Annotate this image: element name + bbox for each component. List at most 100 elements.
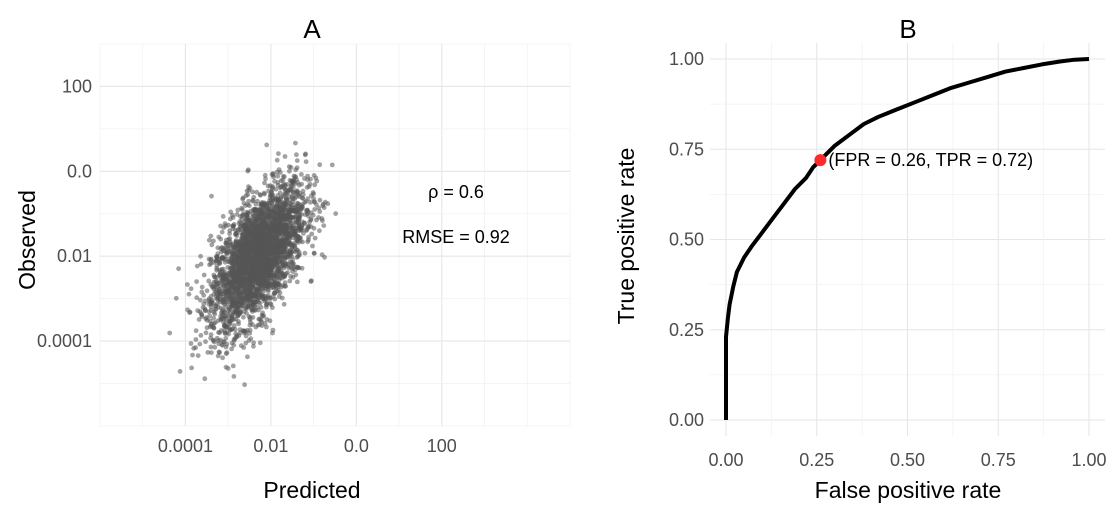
scatter-point: [282, 231, 288, 237]
scatter-point: [198, 311, 204, 316]
panel-a-x-tick-label: 0.01: [253, 436, 288, 456]
scatter-point: [220, 255, 226, 261]
scatter-point: [305, 196, 311, 202]
scatter-point: [289, 220, 295, 226]
scatter-point: [299, 223, 305, 229]
panel-a-x-tick-labels: 0.0001 0.01 0.0 100: [158, 436, 457, 456]
scatter-point: [248, 271, 254, 277]
scatter-point: [237, 247, 242, 253]
scatter-point: [257, 192, 263, 197]
scatter-point: [236, 239, 242, 245]
scatter-point: [235, 313, 241, 319]
scatter-point: [215, 297, 221, 303]
scatter-point: [247, 327, 253, 333]
scatter-point: [283, 255, 289, 261]
scatter-point: [269, 237, 274, 243]
scatter-point: [263, 231, 269, 237]
scatter-point: [292, 245, 298, 251]
scatter-point: [276, 214, 281, 220]
scatter-point: [234, 231, 239, 236]
scatter-point: [303, 159, 309, 165]
scatter-point: [290, 257, 296, 262]
scatter-point: [203, 330, 209, 336]
scatter-point: [270, 202, 275, 208]
scatter-point: [229, 272, 235, 277]
panel-b-y-tick-label: 1.00: [669, 49, 704, 69]
panel-b-y-tick-labels: 0.00 0.25 0.50 0.75 1.00: [669, 49, 704, 430]
scatter-point: [225, 325, 231, 330]
scatter-point: [214, 267, 220, 273]
scatter-point: [283, 201, 289, 206]
scatter-point: [253, 208, 258, 214]
scatter-point: [240, 207, 245, 213]
scatter-point: [186, 291, 192, 297]
scatter-point: [221, 225, 227, 231]
scatter-point: [281, 301, 287, 307]
scatter-point: [307, 199, 313, 205]
scatter-point: [220, 342, 225, 348]
scatter-point: [312, 235, 318, 241]
scatter-point: [282, 242, 287, 248]
scatter-point: [317, 228, 322, 234]
scatter-point: [262, 215, 268, 221]
scatter-point: [264, 142, 270, 148]
scatter-point: [198, 253, 204, 259]
scatter-point: [243, 333, 249, 339]
scatter-point: [282, 154, 288, 159]
scatter-point: [229, 327, 235, 332]
scatter-point: [275, 180, 281, 185]
scatter-point: [189, 365, 195, 371]
scatter-point: [199, 289, 205, 295]
scatter-point: [300, 192, 306, 198]
scatter-point: [201, 272, 207, 278]
panel-a-x-axis-title: Predicted: [263, 477, 360, 503]
scatter-point: [282, 283, 288, 289]
scatter-point: [225, 366, 231, 371]
scatter-point: [254, 236, 260, 241]
scatter-point: [241, 268, 247, 274]
panel-b-title: B: [899, 14, 916, 44]
scatter-point: [223, 351, 229, 357]
scatter-point: [249, 291, 255, 297]
scatter-point: [292, 208, 297, 214]
scatter-point: [287, 168, 292, 174]
scatter-point: [188, 286, 194, 292]
scatter-point: [275, 260, 281, 266]
scatter-point: [197, 341, 203, 347]
scatter-point: [236, 292, 242, 298]
scatter-point: [231, 316, 237, 322]
scatter-point: [240, 231, 246, 237]
scatter-point: [173, 295, 179, 301]
scatter-point: [221, 328, 227, 333]
scatter-point: [204, 288, 210, 294]
scatter-point: [190, 352, 195, 358]
scatter-point: [211, 315, 217, 321]
scatter-point: [208, 344, 214, 350]
scatter-point: [271, 285, 277, 291]
panel-b-y-tick-label: 0.00: [669, 410, 704, 430]
scatter-point: [296, 192, 302, 198]
scatter-point: [224, 286, 230, 292]
scatter-point: [195, 308, 201, 313]
scatter-point: [213, 288, 219, 294]
scatter-point: [229, 258, 234, 264]
scatter-point: [267, 232, 273, 238]
scatter-point: [317, 162, 323, 168]
scatter-point: [297, 215, 302, 221]
scatter-point: [269, 273, 275, 278]
scatter-point: [292, 215, 298, 220]
scatter-point: [275, 226, 281, 232]
scatter-point: [208, 332, 214, 337]
scatter-point: [239, 221, 244, 227]
scatter-point: [208, 256, 214, 262]
scatter-point: [243, 239, 249, 245]
scatter-point: [282, 262, 288, 268]
scatter-point: [250, 243, 256, 249]
scatter-point: [285, 207, 291, 213]
scatter-point: [264, 317, 270, 322]
scatter-point: [214, 282, 220, 287]
scatter-point: [278, 205, 283, 211]
scatter-point: [245, 292, 251, 298]
scatter-point: [237, 243, 243, 249]
panel-b-y-tick-label: 0.25: [669, 320, 704, 340]
